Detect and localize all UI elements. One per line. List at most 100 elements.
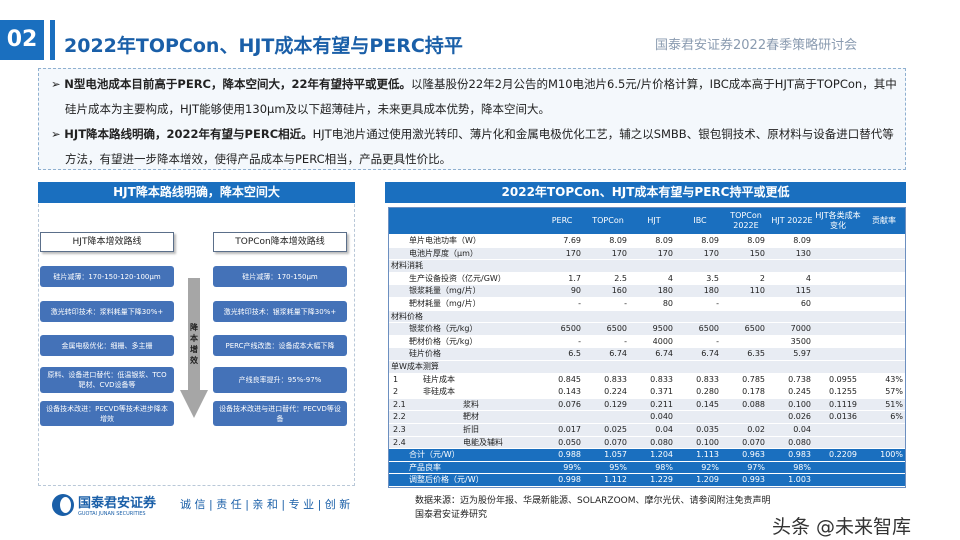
table-cell — [815, 462, 861, 475]
row-label: 银浆价格（元/kg） — [409, 324, 478, 334]
bullet-heading: N型电池成本目前高于PERC，降本空间大，22年有望持平或更低。 — [64, 77, 412, 91]
topcon-route-step: 硅片减薄：170-150μm — [213, 266, 347, 287]
table-cell — [815, 323, 861, 336]
row-number: 2.2 — [393, 412, 406, 422]
section-row: 材料价格 — [389, 310, 905, 324]
section-row: 材料消耗 — [389, 260, 905, 273]
title-accent-bar — [50, 20, 55, 60]
table-cell: 1.057 — [604, 450, 627, 460]
table-cell: 0.026 — [788, 412, 811, 422]
table-cell — [723, 336, 769, 349]
table-cell: 43% — [885, 374, 903, 384]
table-cell: 0.129 — [604, 399, 627, 409]
data-source: 数据来源：迈为股份年报、华晟新能源、SOLARZOOM、摩尔光伏、请参阅附注免责… — [415, 494, 771, 522]
bullet-text: 以隆基股份22年2月公告的M10电池片6.5元/片价格计算，IBC成本高于HJT… — [65, 77, 897, 116]
row-label-text: 非硅成本 — [423, 387, 455, 397]
table-cell: 0.0136 — [829, 412, 857, 422]
table-row: 调整后价格（元/W） 0.998 1.112 1.229 1.209 0.993 1.003 — [389, 474, 905, 487]
table-cell: 0.04 — [655, 424, 673, 434]
table-cell: 8.09 — [655, 236, 673, 245]
table-cell: 97% — [747, 462, 765, 472]
table-cell — [815, 273, 861, 286]
table-cell: 180 — [657, 286, 673, 296]
column-header: HJT各类成本变化 — [815, 211, 861, 230]
table-cell: 90 — [570, 286, 581, 296]
table-cell — [815, 285, 861, 298]
row-label-text: 电能及辅料 — [463, 437, 503, 447]
row-label: 合计（元/W） — [409, 450, 460, 460]
row-label: 材料价格 — [391, 311, 423, 321]
bullet-heading: HJT降本路线明确，2022年有望与PERC相近。 — [64, 127, 313, 141]
table-cell: 0.845 — [558, 374, 581, 384]
table-cell: 0.100 — [788, 399, 811, 409]
table-cell: 0.371 — [650, 387, 673, 397]
row-label-text: 浆料 — [463, 399, 479, 409]
table-cell: 170 — [565, 248, 581, 258]
table-cell: 6.74 — [701, 349, 719, 359]
table-cell — [815, 336, 861, 349]
section-number: 02 — [0, 20, 44, 60]
bullet-item: ➢ HJT降本路线明确，2022年有望与PERC相近。HJT电池片通过使用激光转… — [51, 127, 894, 166]
hjt-route-step: 激光转印技术：浆料耗量下降30%+ — [40, 301, 174, 322]
table-cell: 1.112 — [604, 475, 627, 485]
cost-table: PERC TOPCon HJT IBC TOPCon 2022E HJT 2022E HJT… — [388, 207, 906, 488]
table-cell: 98% — [655, 462, 673, 472]
table-row: 2.4 电能及辅料 0.050 0.070 0.080 0.100 0.070 0.080 — [389, 436, 905, 450]
topcon-route-step: 设备技术改进与进口替代：PECVD等设备 — [213, 401, 347, 426]
table-cell: 0.040 — [650, 412, 673, 422]
row-number: 1 — [393, 374, 399, 384]
table-cell: 1.113 — [696, 450, 719, 460]
column-header: PERC — [551, 216, 573, 225]
watermark: 头条 @未来智库 — [772, 516, 912, 538]
table-cell: 99% — [563, 462, 581, 472]
table-cell — [861, 248, 907, 261]
table-cell: 0.080 — [650, 437, 673, 447]
row-number: 2 — [393, 387, 399, 397]
table-cell — [861, 323, 907, 336]
table-row: 2.3 折旧 0.017 0.025 0.04 0.035 0.02 0.04 — [389, 423, 905, 437]
table-cell: 0.993 — [742, 475, 765, 485]
hjt-route-step: 硅片减薄：170-150-120-100μm — [40, 266, 174, 287]
column-header: TOPCon 2022E — [730, 211, 762, 230]
table-cell — [861, 273, 907, 286]
table-cell: 0.998 — [558, 475, 581, 485]
row-label: 电池片厚度（μm） — [409, 248, 478, 258]
table-cell: 0.833 — [696, 374, 719, 384]
table-cell — [723, 298, 769, 311]
table-row: 2.2 靶材 0.040 0.026 0.0136 6% — [389, 411, 905, 424]
table-cell: 0.02 — [747, 424, 765, 434]
table-cell: 110 — [749, 286, 765, 296]
table-cell: 98% — [793, 462, 811, 472]
table-cell: 9500 — [652, 324, 673, 334]
column-header: 贡献率 — [872, 216, 896, 225]
row-label-text: 折旧 — [463, 424, 479, 434]
table-cell: - — [578, 336, 581, 346]
table-cell: - — [624, 298, 627, 308]
table-cell: 0.224 — [604, 387, 627, 397]
table-cell: 0.080 — [788, 437, 811, 447]
row-label: 单W成本测算 — [391, 361, 439, 371]
topcon-route-step: 激光转印技术：银浆耗量下降30%+ — [213, 301, 347, 322]
table-cell: 6.5 — [568, 349, 581, 359]
table-cell: 92% — [701, 462, 719, 472]
table-cell: 0.017 — [558, 424, 581, 434]
table-cell — [815, 235, 861, 248]
table-row: 银浆价格（元/kg） 6500 6500 9500 6500 6500 7000 — [389, 323, 905, 336]
table-cell: 6.35 — [747, 349, 765, 359]
column-header: IBC — [693, 216, 707, 225]
row-label: 单片电池功率（W） — [409, 236, 481, 245]
table-cell: - — [716, 336, 719, 346]
company-logo: 国泰君安证券 GUOTAI JUNAN SECURITIES — [52, 492, 156, 517]
table-cell: 0.280 — [696, 387, 719, 397]
table-cell: 80 — [662, 298, 673, 308]
table-cell: 170 — [703, 248, 719, 258]
table-cell: 0.983 — [788, 450, 811, 460]
row-label: 生产设备投资（亿元/GW） — [409, 273, 506, 283]
table-cell: 3.5 — [706, 273, 719, 283]
table-cell — [815, 437, 861, 450]
table-cell: 0.035 — [696, 424, 719, 434]
table-cell: 7000 — [790, 324, 811, 334]
section-row: 单W成本测算 — [389, 360, 905, 374]
logo-name: 国泰君安证券 — [78, 496, 157, 511]
row-label: 2.2 靶材 — [389, 411, 539, 424]
